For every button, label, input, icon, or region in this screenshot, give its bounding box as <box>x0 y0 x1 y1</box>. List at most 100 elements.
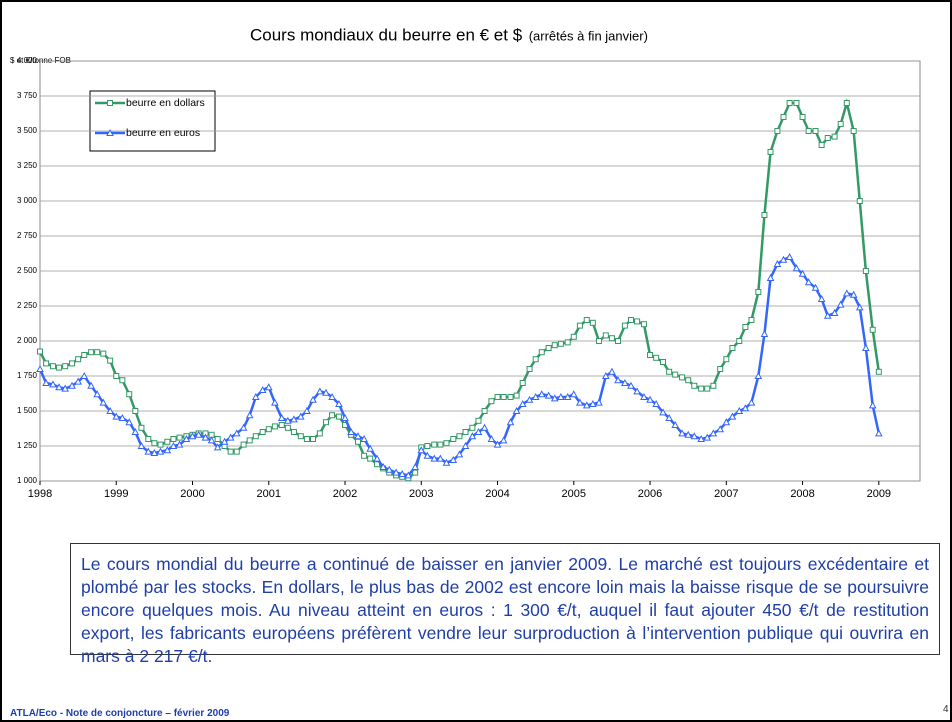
point <box>271 423 278 430</box>
point <box>519 380 526 386</box>
point <box>722 418 731 426</box>
point <box>760 329 769 337</box>
point <box>869 326 876 333</box>
point <box>678 429 686 437</box>
point <box>830 308 839 316</box>
point <box>316 387 324 395</box>
comment-box: Le cours mondial du beurre a continué de… <box>70 543 940 666</box>
point <box>449 455 458 463</box>
point <box>335 399 343 407</box>
point <box>525 395 534 403</box>
point <box>309 395 317 403</box>
point <box>42 378 50 386</box>
point <box>36 364 44 372</box>
point <box>818 142 825 148</box>
point <box>792 264 801 272</box>
point <box>698 385 705 392</box>
point <box>366 444 375 452</box>
point <box>563 392 572 400</box>
point <box>874 429 883 437</box>
point <box>354 432 362 440</box>
point <box>799 114 806 120</box>
point <box>747 398 756 406</box>
point <box>481 408 488 414</box>
point <box>88 349 95 356</box>
point <box>245 411 254 419</box>
point <box>779 255 788 263</box>
point <box>335 413 342 420</box>
point <box>169 441 178 449</box>
point <box>329 412 336 419</box>
point <box>239 423 248 431</box>
point <box>126 391 133 398</box>
point <box>284 424 291 431</box>
point <box>367 455 374 462</box>
point <box>868 401 877 409</box>
point <box>513 392 520 399</box>
point <box>755 289 762 295</box>
point <box>290 415 298 423</box>
point <box>233 448 240 455</box>
point <box>754 371 763 379</box>
point <box>316 430 323 437</box>
point <box>569 390 578 398</box>
point <box>404 471 413 479</box>
point <box>474 427 483 435</box>
x-tick-label: 2003 <box>409 488 433 500</box>
point <box>538 349 545 356</box>
point <box>685 377 692 384</box>
point <box>379 462 387 470</box>
point <box>531 392 540 400</box>
point <box>729 345 736 351</box>
point <box>296 412 305 420</box>
point <box>437 441 444 448</box>
point <box>615 338 622 344</box>
point <box>850 128 857 134</box>
point <box>150 448 159 456</box>
point <box>665 413 673 421</box>
point <box>512 406 521 414</box>
point <box>49 380 57 388</box>
point <box>679 374 686 381</box>
point <box>862 343 870 351</box>
x-tick-label: 2007 <box>714 488 738 500</box>
point <box>322 388 330 396</box>
x-tick-label: 1999 <box>104 488 128 500</box>
point <box>582 401 591 409</box>
point <box>442 458 451 466</box>
point <box>278 422 285 428</box>
point <box>576 322 583 329</box>
point <box>37 348 43 355</box>
point <box>456 433 463 440</box>
point <box>468 432 477 440</box>
point <box>303 436 310 442</box>
y-tick-label: 3 000 <box>17 196 38 205</box>
point <box>309 436 316 442</box>
point <box>710 382 717 389</box>
point <box>303 406 311 414</box>
y-tick-label: 1 000 <box>17 476 38 485</box>
point <box>690 432 699 440</box>
point <box>259 429 266 435</box>
point <box>112 412 121 420</box>
point <box>424 443 431 449</box>
point <box>443 440 450 447</box>
point <box>347 427 355 435</box>
point <box>824 135 831 141</box>
point <box>283 416 292 424</box>
y-tick-label: 2 750 <box>17 231 38 240</box>
point <box>856 198 863 204</box>
point <box>475 417 482 424</box>
point <box>875 368 882 375</box>
point <box>614 376 622 384</box>
point <box>361 452 368 459</box>
point <box>145 436 152 442</box>
point <box>652 399 660 407</box>
point <box>138 424 145 431</box>
point <box>634 318 641 325</box>
point <box>144 447 153 455</box>
point <box>417 446 426 454</box>
point <box>113 373 120 379</box>
point <box>175 440 184 448</box>
point <box>647 352 654 358</box>
